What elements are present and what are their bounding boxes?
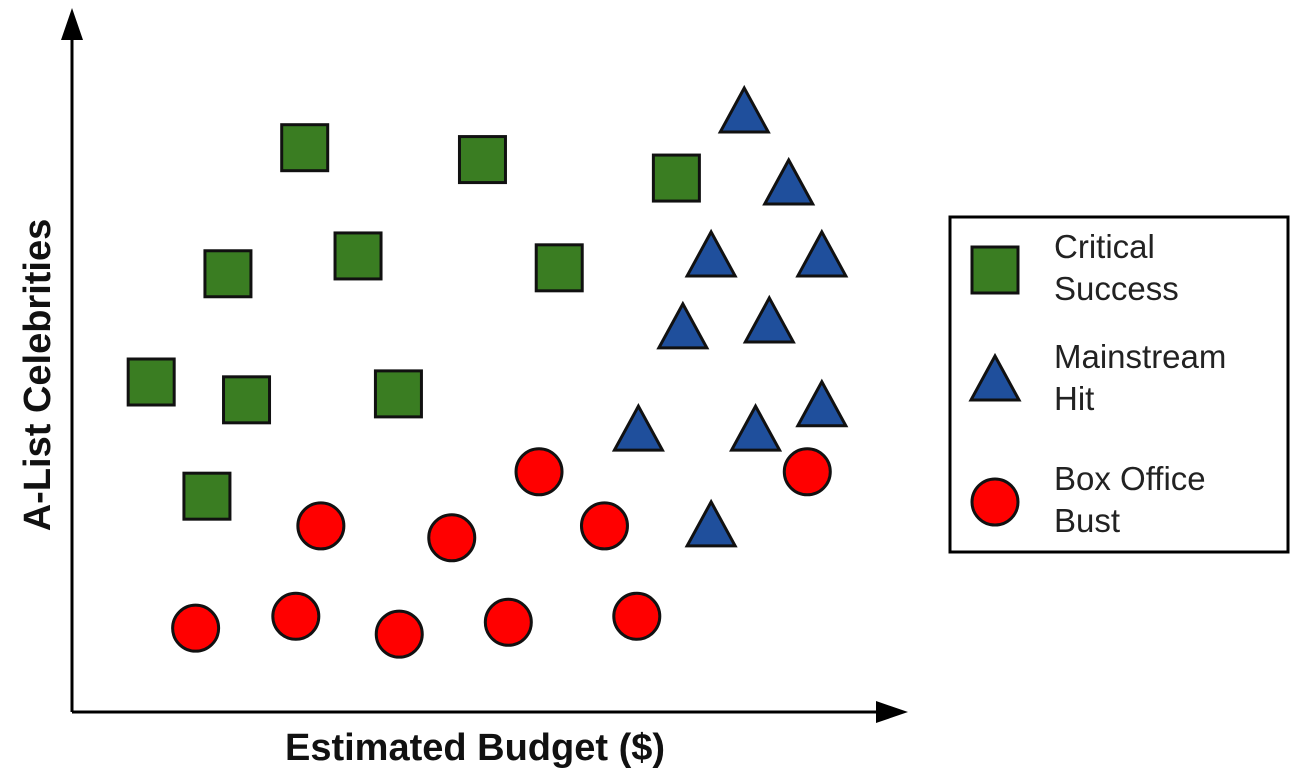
legend-triangle-icon — [968, 352, 1022, 402]
circle-point-6 — [171, 603, 221, 653]
legend-label: Critical Success — [1054, 228, 1179, 307]
series-square — [126, 123, 701, 521]
triangle-point-4 — [795, 228, 849, 278]
circle-point-10 — [612, 591, 662, 641]
y-axis-arrow — [61, 8, 83, 40]
square-point-5 — [333, 231, 383, 281]
legend-item: Critical Success — [970, 228, 1179, 307]
legend-item: Box Office Bust — [970, 460, 1206, 539]
legend-label: Box Office Bust — [1054, 460, 1206, 539]
legend-square-icon — [970, 245, 1020, 295]
x-axis-title: Estimated Budget ($) — [285, 727, 665, 769]
circle-point-9 — [483, 597, 533, 647]
circle-point-5 — [579, 501, 629, 551]
data-points — [126, 84, 849, 659]
circle-point-7 — [271, 591, 321, 641]
triangle-point-5 — [656, 300, 710, 350]
triangle-point-8 — [611, 403, 665, 452]
x-axis-arrow — [876, 701, 908, 723]
series-triangle — [611, 84, 849, 548]
square-point-3 — [651, 153, 701, 203]
y-axis-title: A-List Celebrities — [17, 219, 59, 532]
square-point-10 — [182, 471, 232, 521]
circle-point-2 — [782, 447, 832, 497]
circle-point-4 — [427, 513, 477, 563]
triangle-point-3 — [684, 228, 738, 278]
triangle-point-7 — [795, 378, 849, 428]
series-circle — [171, 447, 832, 659]
square-point-4 — [203, 249, 253, 299]
triangle-point-9 — [729, 403, 783, 452]
square-point-9 — [373, 369, 423, 419]
legend-circle-icon — [970, 477, 1020, 527]
square-point-6 — [534, 243, 584, 293]
triangle-point-6 — [742, 294, 796, 344]
square-point-1 — [280, 123, 330, 173]
square-point-8 — [222, 375, 272, 425]
legend-item: Mainstream Hit — [968, 338, 1226, 417]
circle-point-3 — [296, 501, 346, 551]
triangle-point-2 — [762, 156, 816, 206]
circle-point-1 — [514, 447, 564, 497]
legend-label: Mainstream Hit — [1054, 338, 1226, 417]
axes — [61, 8, 908, 723]
triangle-point-1 — [717, 84, 771, 134]
legend: Critical Success Mainstream Hit Box Office Bu… — [948, 215, 1290, 554]
square-point-2 — [457, 135, 507, 185]
triangle-point-10 — [684, 498, 738, 548]
square-point-7 — [126, 357, 176, 407]
circle-point-8 — [374, 609, 424, 659]
